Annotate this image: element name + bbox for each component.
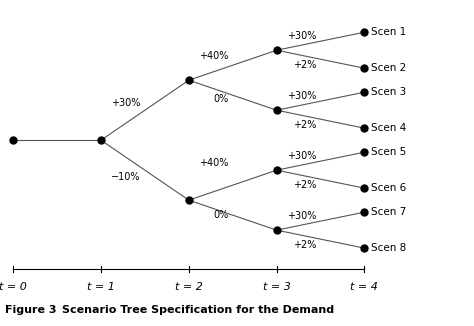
Text: +30%: +30%	[287, 31, 316, 41]
Text: +2%: +2%	[293, 180, 316, 189]
Text: +2%: +2%	[293, 120, 316, 130]
Text: +40%: +40%	[199, 51, 228, 61]
Text: +30%: +30%	[287, 211, 316, 221]
Text: Scen 5: Scen 5	[372, 147, 407, 157]
Text: Figure 3: Figure 3	[5, 305, 56, 315]
Text: t = 3: t = 3	[263, 282, 291, 292]
Text: t = 4: t = 4	[350, 282, 378, 292]
Text: 0%: 0%	[213, 95, 228, 104]
Text: Scen 3: Scen 3	[372, 87, 407, 97]
Text: +2%: +2%	[293, 60, 316, 70]
Text: 0%: 0%	[213, 210, 228, 219]
Text: t = 2: t = 2	[175, 282, 203, 292]
Text: −10%: −10%	[111, 172, 140, 182]
Text: Scen 1: Scen 1	[372, 27, 407, 37]
Text: Scen 8: Scen 8	[372, 243, 407, 253]
Text: +30%: +30%	[287, 91, 316, 101]
Text: Scen 2: Scen 2	[372, 63, 407, 73]
Text: t = 0: t = 0	[0, 282, 27, 292]
Text: Scen 7: Scen 7	[372, 207, 407, 217]
Text: +2%: +2%	[293, 240, 316, 249]
Text: +30%: +30%	[287, 151, 316, 161]
Text: Scenario Tree Specification for the Demand: Scenario Tree Specification for the Dema…	[62, 305, 334, 315]
Text: Scen 4: Scen 4	[372, 123, 407, 133]
Text: t = 1: t = 1	[87, 282, 115, 292]
Text: +30%: +30%	[111, 98, 140, 108]
Text: +40%: +40%	[199, 158, 228, 168]
Text: Scen 6: Scen 6	[372, 183, 407, 193]
